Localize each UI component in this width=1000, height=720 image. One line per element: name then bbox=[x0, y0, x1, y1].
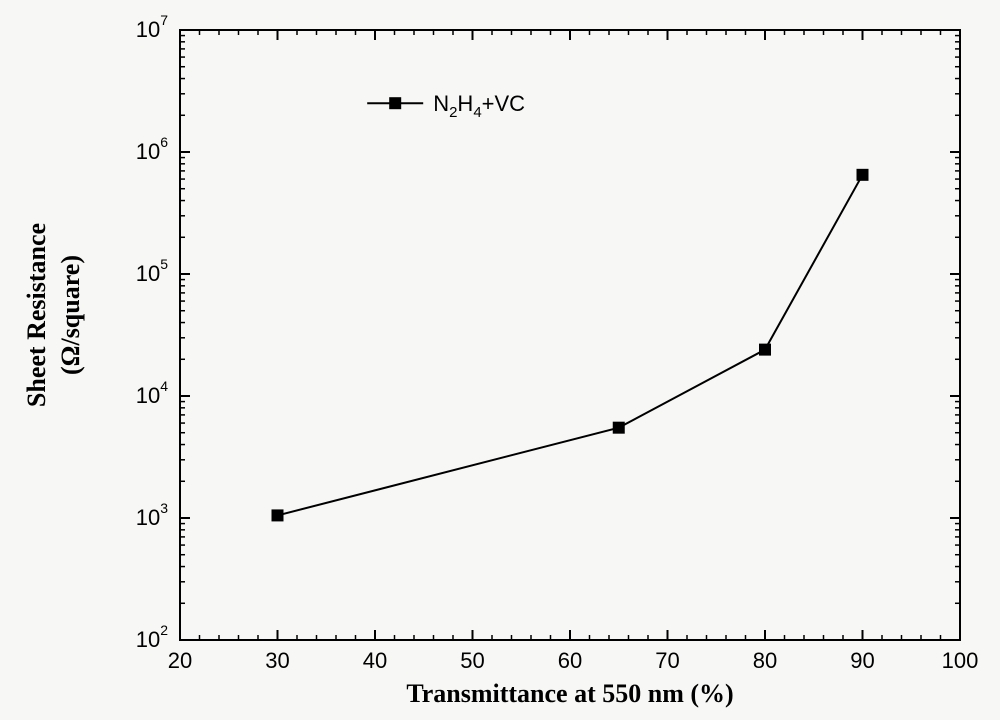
x-tick-label: 40 bbox=[363, 648, 387, 673]
data-marker bbox=[272, 509, 284, 521]
data-marker bbox=[759, 344, 771, 356]
x-tick-label: 70 bbox=[655, 648, 679, 673]
data-marker bbox=[613, 422, 625, 434]
x-tick-label: 80 bbox=[753, 648, 777, 673]
data-marker bbox=[857, 169, 869, 181]
x-tick-label: 100 bbox=[942, 648, 979, 673]
x-tick-label: 50 bbox=[460, 648, 484, 673]
x-tick-label: 20 bbox=[168, 648, 192, 673]
x-tick-label: 30 bbox=[265, 648, 289, 673]
line-chart: 2030405060708090100102103104105106107Tra… bbox=[0, 0, 1000, 720]
x-tick-label: 60 bbox=[558, 648, 582, 673]
legend-marker bbox=[389, 97, 401, 109]
x-tick-label: 90 bbox=[850, 648, 874, 673]
x-axis-label: Transmittance at 550 nm (%) bbox=[406, 679, 733, 708]
y-axis-label-line1: Sheet Resistance bbox=[22, 223, 51, 407]
y-axis-label-line2: (Ω/square) bbox=[56, 255, 85, 375]
chart-container: 2030405060708090100102103104105106107Tra… bbox=[0, 0, 1000, 720]
